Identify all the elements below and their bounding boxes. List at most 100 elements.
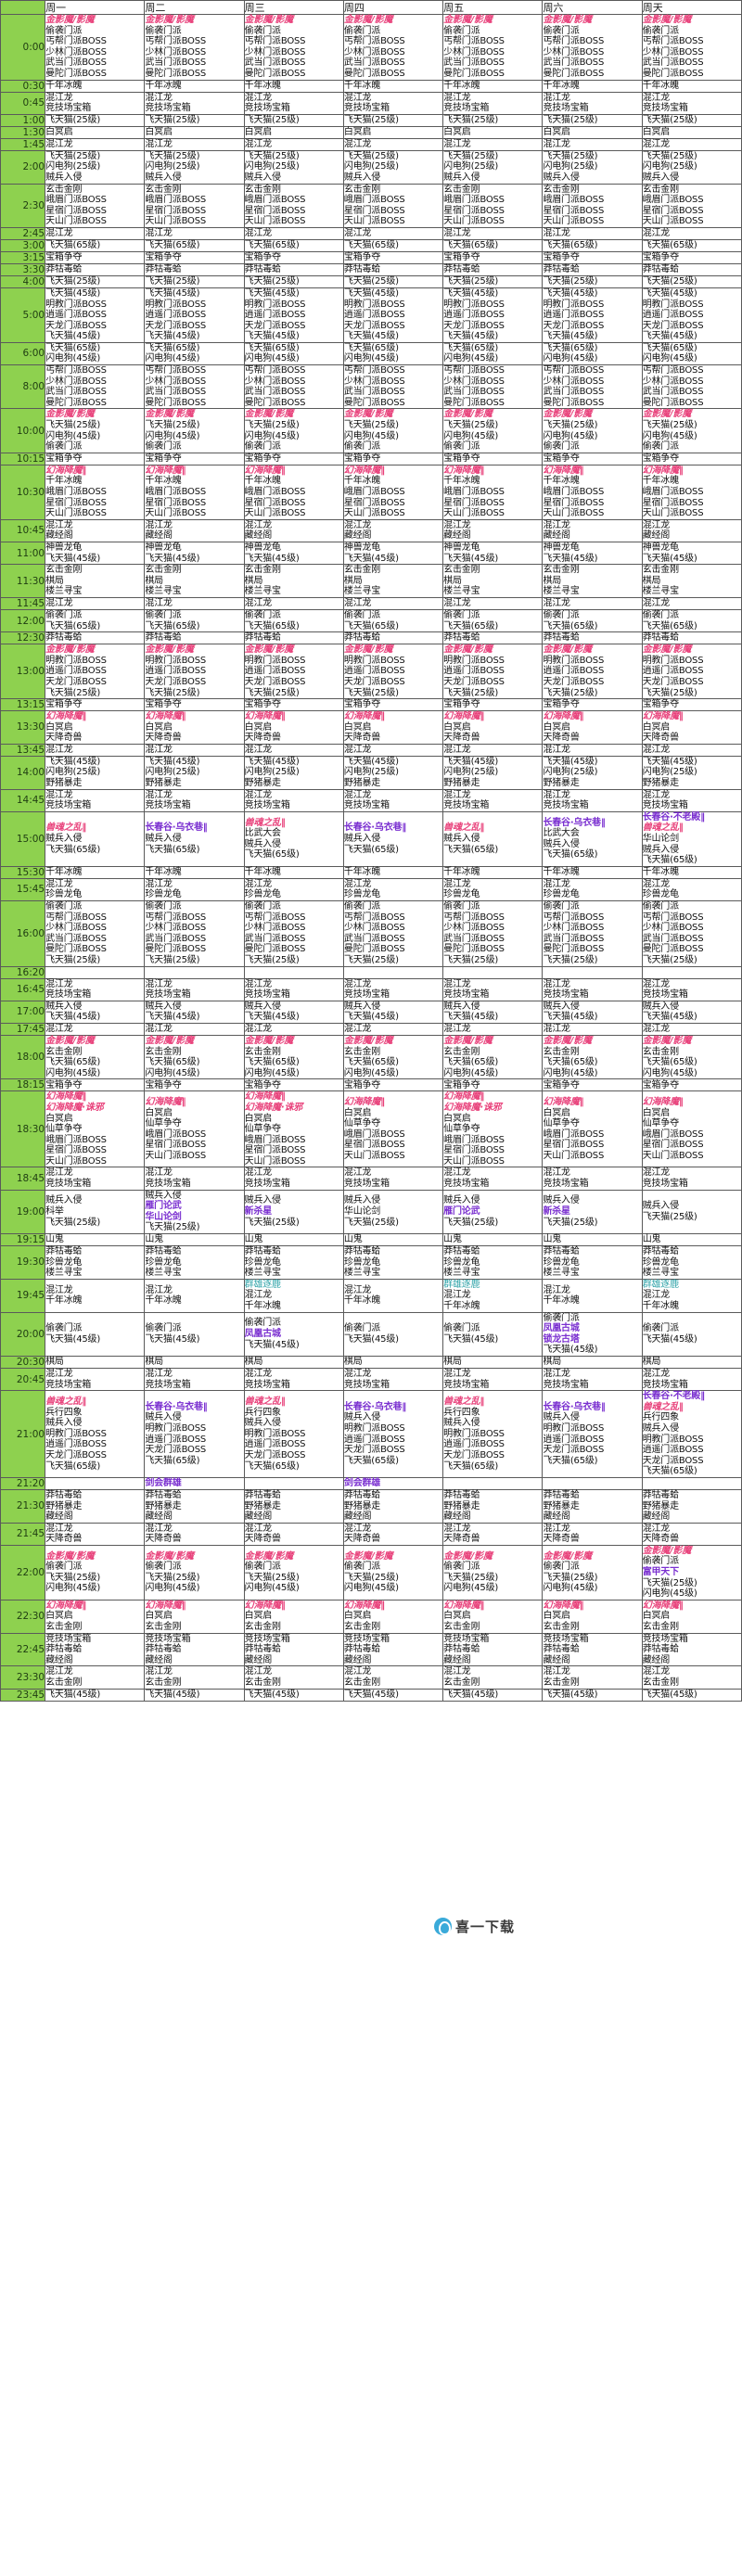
activity-cell[interactable]: 混江龙 竞技场宝箱 (45, 788, 146, 812)
activity-cell[interactable]: 千年冰魄 (144, 865, 245, 879)
activity-cell[interactable]: 长春谷·乌衣巷‖ 贼兵入侵 飞天猫(65级) (144, 810, 245, 867)
activity-cell[interactable]: 偷袭门派 飞天猫(45级) (45, 1311, 146, 1357)
activity-cell[interactable]: 竞技场宝箱 莽牯毒蛤 藏经阁 (442, 1632, 544, 1667)
activity-cell[interactable]: 混江龙 竞技场宝箱 (45, 977, 146, 1001)
activity-cell[interactable]: 宝箱争夺 (542, 698, 643, 712)
activity-cell[interactable]: 宝箱争夺 (243, 1078, 344, 1092)
activity-cell[interactable]: 偷袭门派 飞天猫(65级) (144, 608, 245, 633)
activity-cell[interactable]: 神兽龙龟 飞天猫(45级) (542, 541, 643, 566)
activity-cell[interactable]: 幻海降魔‖ 白冥启 天降奇兽 (641, 710, 742, 745)
activity-cell[interactable]: 莽牯毒蛤 珍兽龙龟 楼兰寻宝 (243, 1245, 344, 1280)
activity-cell[interactable]: 金影魔/影魔 玄击金刚 飞天猫(65级) 闪电狗(45级) (144, 1034, 245, 1080)
activity-cell[interactable]: 偷袭门派 飞天猫(65级) (342, 608, 444, 633)
activity-cell[interactable]: 偷袭门派 丐帮门派BOSS 少林门派BOSS 武当门派BOSS 曼陀门派BOSS 飞天猫(… (442, 900, 544, 967)
activity-cell[interactable]: 幻海降魔‖ 千年冰魄 峨眉门派BOSS 星宿门派BOSS 天山门派BOSS (243, 464, 344, 520)
activity-cell[interactable]: 幻海降魔‖ 千年冰魄 峨眉门派BOSS 星宿门派BOSS 天山门派BOSS (641, 464, 742, 520)
activity-cell[interactable]: 混江龙 竞技场宝箱 (144, 1167, 245, 1191)
activity-cell[interactable]: 千年冰魄 (342, 79, 444, 93)
activity-cell[interactable]: 混江龙 (45, 596, 146, 610)
activity-cell[interactable]: 金影魔/影魔 偷袭门派 飞天猫(25级) 闪电狗(45级) (542, 1544, 643, 1600)
activity-cell[interactable]: 混江龙 竞技场宝箱 (442, 1167, 544, 1191)
activity-cell[interactable]: 宝箱争夺 (144, 452, 245, 465)
activity-cell[interactable]: 宝箱争夺 (641, 1078, 742, 1092)
activity-cell[interactable]: 幻海降魔‖ 白冥启 玄击金刚 (442, 1599, 544, 1634)
activity-cell[interactable]: 金影魔/影魔 偷袭门派 丐帮门派BOSS 少林门派BOSS 武当门派BOSS 曼陀门派BO… (542, 14, 643, 81)
activity-cell[interactable]: 贼兵入侵 飞天猫(45级) (243, 1000, 344, 1024)
activity-cell[interactable]: 飞天猫(45级) (542, 1688, 643, 1702)
activity-cell[interactable] (144, 965, 245, 979)
activity-cell[interactable]: 飞天猫(45级) 明教门派BOSS 逍遥门派BOSS 天龙门派BOSS 飞天猫(45级) (243, 287, 344, 343)
activity-cell[interactable]: 幻海降魔‖ 白冥启 天降奇兽 (45, 710, 146, 745)
activity-cell[interactable]: 飞天猫(65级) 闪电狗(45级) (243, 341, 344, 366)
activity-cell[interactable]: 山鬼 (442, 1233, 544, 1247)
activity-cell[interactable]: 莽牯毒蛤 野猪暴走 藏经阁 (45, 1488, 146, 1524)
activity-cell[interactable]: 群雄逐鹿 混江龙 千年冰魄 (243, 1278, 344, 1313)
activity-cell[interactable]: 幻海降魔‖ 白冥启 天降奇兽 (243, 710, 344, 745)
activity-cell[interactable]: 宝箱争夺 (45, 698, 146, 712)
activity-cell[interactable]: 山鬼 (144, 1233, 245, 1247)
activity-cell[interactable]: 金影魔/影魔 明教门派BOSS 逍遥门派BOSS 天龙门派BOSS 飞天猫(25级) (45, 644, 146, 700)
activity-cell[interactable]: 金影魔/影魔 明教门派BOSS 逍遥门派BOSS 天龙门派BOSS 飞天猫(25级) (641, 644, 742, 700)
activity-cell[interactable]: 混江龙 (45, 1022, 146, 1036)
activity-cell[interactable]: 山鬼 (542, 1233, 643, 1247)
activity-cell[interactable]: 飞天猫(25级) (144, 274, 245, 288)
activity-cell[interactable]: 莽牯毒蛤 (243, 631, 344, 645)
activity-cell[interactable]: 幻海降魔‖ 幻海降魔·诛邪 白冥启 仙草争夺 峨眉门派BOSS 星宿门派BOSS 天山门派B… (442, 1090, 544, 1168)
activity-cell[interactable]: 混江龙 (641, 743, 742, 757)
activity-cell[interactable]: 混江龙 (45, 226, 146, 240)
activity-cell[interactable]: 千年冰魄 (243, 79, 344, 93)
activity-cell[interactable]: 混江龙 竞技场宝箱 (542, 977, 643, 1001)
activity-cell[interactable]: 飞天猫(45级) 明教门派BOSS 逍遥门派BOSS 天龙门派BOSS 飞天猫(45级) (45, 287, 146, 343)
activity-cell[interactable]: 莽牯毒蛤 (342, 631, 444, 645)
activity-cell[interactable]: 混江龙 (144, 226, 245, 240)
activity-cell[interactable]: 混江龙 (542, 137, 643, 151)
activity-cell[interactable]: 长春谷·乌衣巷‖ 贼兵入侵 明教门派BOSS 逍遥门派BOSS 天龙门派BOSS 飞天猫(… (342, 1390, 444, 1478)
activity-cell[interactable]: 飞天猫(45级) 闪电狗(25级) 野猪暴走 (144, 755, 245, 790)
activity-cell[interactable]: 千年冰魄 (542, 865, 643, 879)
activity-cell[interactable]: 幻海降魔‖ 白冥启 玄击金刚 (243, 1599, 344, 1634)
activity-cell[interactable]: 贼兵入侵 飞天猫(45级) (342, 1000, 444, 1024)
activity-cell[interactable]: 幻海降魔‖ 白冥启 天降奇兽 (342, 710, 444, 745)
activity-cell[interactable]: 金影魔/影魔 偷袭门派 富甲天下 飞天猫(25级) 闪电狗(45级) (641, 1544, 742, 1600)
activity-cell[interactable]: 宝箱争夺 (144, 250, 245, 264)
activity-cell[interactable]: 偷袭门派 丐帮门派BOSS 少林门派BOSS 武当门派BOSS 曼陀门派BOSS 飞天猫(… (641, 900, 742, 967)
activity-cell[interactable]: 山鬼 (45, 1233, 146, 1247)
activity-cell[interactable]: 千年冰魄 (641, 865, 742, 879)
activity-cell[interactable]: 宝箱争夺 (542, 1078, 643, 1092)
activity-cell[interactable]: 神兽龙龟 飞天猫(45级) (641, 541, 742, 566)
activity-cell[interactable]: 宝箱争夺 (342, 452, 444, 465)
activity-cell[interactable]: 混江龙 天降奇兽 (641, 1522, 742, 1546)
activity-cell[interactable]: 棋局 (144, 1355, 245, 1369)
activity-cell[interactable]: 混江龙 珍兽龙龟 (144, 877, 245, 902)
activity-cell[interactable]: 竞技场宝箱 莽牯毒蛤 藏经阁 (45, 1632, 146, 1667)
activity-cell[interactable]: 宝箱争夺 (243, 250, 344, 264)
activity-cell[interactable]: 长春谷·乌衣巷‖ 贼兵入侵 明教门派BOSS 逍遥门派BOSS 天龙门派BOSS 飞天猫(… (144, 1390, 245, 1478)
activity-cell[interactable]: 莽牯毒蛤 (542, 262, 643, 276)
activity-cell[interactable]: 混江龙 (144, 743, 245, 757)
activity-cell[interactable]: 幻海降魔‖ 千年冰魄 峨眉门派BOSS 星宿门派BOSS 天山门派BOSS (342, 464, 444, 520)
activity-cell[interactable]: 混江龙 竞技场宝箱 (45, 1367, 146, 1392)
activity-cell[interactable]: 金影魔/影魔 飞天猫(25级) 闪电狗(45级) 偷袭门派 (342, 408, 444, 453)
activity-cell[interactable]: 飞天猫(25级) (243, 113, 344, 127)
activity-cell[interactable]: 混江龙 竞技场宝箱 (641, 977, 742, 1001)
activity-cell[interactable]: 飞天猫(65级) (542, 238, 643, 252)
activity-cell[interactable]: 玄击金刚 棋局 楼兰寻宝 (243, 564, 344, 598)
activity-cell[interactable]: 混江龙 (442, 1022, 544, 1036)
activity-cell[interactable]: 竞技场宝箱 莽牯毒蛤 藏经阁 (144, 1632, 245, 1667)
activity-cell[interactable]: 飞天猫(25级) (342, 274, 444, 288)
activity-cell[interactable]: 莽牯毒蛤 野猪暴走 藏经阁 (144, 1488, 245, 1524)
activity-cell[interactable]: 贼兵入侵 飞天猫(45级) (442, 1000, 544, 1024)
activity-cell[interactable]: 幻海降魔‖ 白冥启 天降奇兽 (542, 710, 643, 745)
activity-cell[interactable]: 飞天猫(25级) 闪电狗(25级) 贼兵入侵 (641, 149, 742, 185)
activity-cell[interactable]: 金影魔/影魔 玄击金刚 飞天猫(65级) 闪电狗(45级) (542, 1034, 643, 1080)
activity-cell[interactable]: 混江龙 藏经阁 (144, 518, 245, 542)
activity-cell[interactable]: 莽牯毒蛤 (45, 631, 146, 645)
activity-cell[interactable]: 飞天猫(45级) (442, 1688, 544, 1702)
activity-cell[interactable]: 宝箱争夺 (144, 1078, 245, 1092)
activity-cell[interactable]: 偷袭门派 丐帮门派BOSS 少林门派BOSS 武当门派BOSS 曼陀门派BOSS 飞天猫(… (243, 900, 344, 967)
activity-cell[interactable]: 金影魔/影魔 飞天猫(25级) 闪电狗(45级) 偷袭门派 (641, 408, 742, 453)
activity-cell[interactable]: 混江龙 藏经阁 (542, 518, 643, 542)
activity-cell[interactable]: 白冥启 (342, 125, 444, 139)
activity-cell[interactable]: 宝箱争夺 (542, 452, 643, 465)
activity-cell[interactable]: 混江龙 (641, 226, 742, 240)
